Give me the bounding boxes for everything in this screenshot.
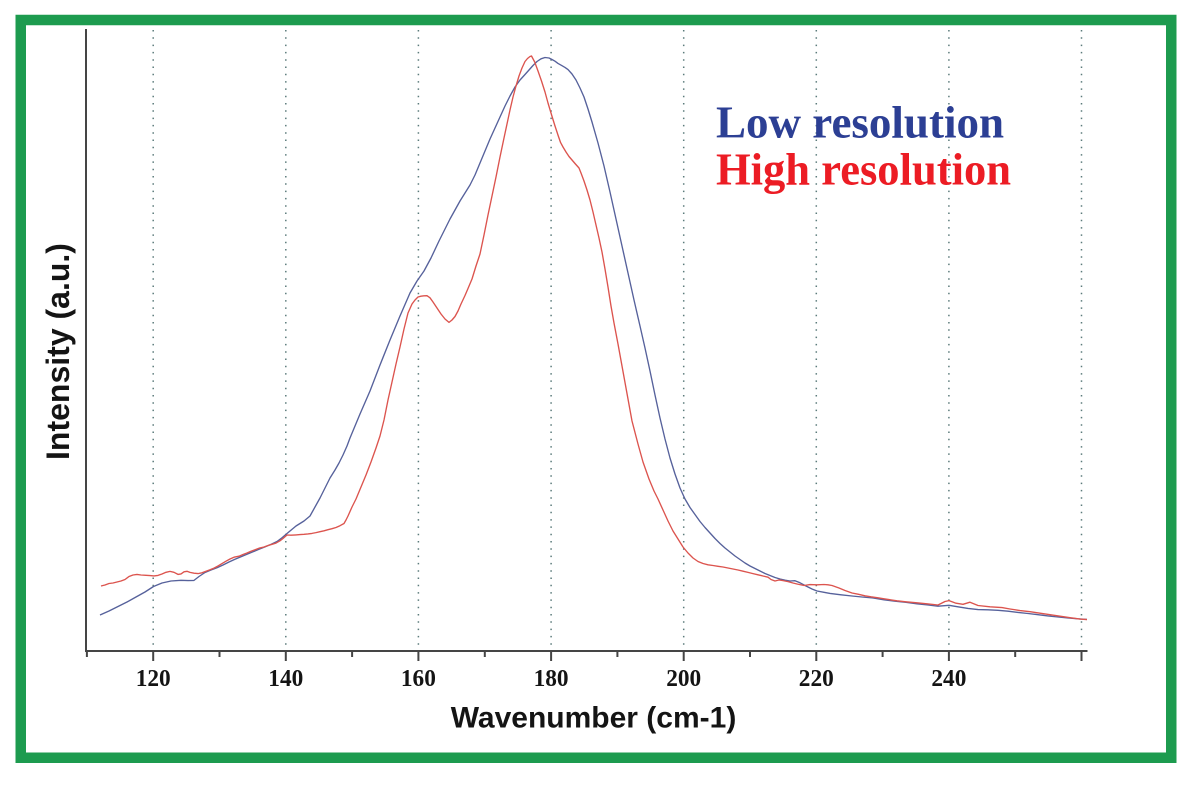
svg-text:240: 240 xyxy=(931,665,966,692)
svg-text:120: 120 xyxy=(136,665,171,692)
svg-text:140: 140 xyxy=(268,665,303,692)
svg-text:200: 200 xyxy=(666,665,701,692)
svg-text:Low resolution: Low resolution xyxy=(716,97,1004,148)
svg-text:Intensity (a.u.): Intensity (a.u.) xyxy=(40,243,76,460)
svg-text:220: 220 xyxy=(799,665,834,692)
svg-text:160: 160 xyxy=(401,665,436,692)
svg-text:Wavenumber (cm-1): Wavenumber (cm-1) xyxy=(451,702,737,735)
svg-text:180: 180 xyxy=(534,665,569,692)
svg-text:High resolution: High resolution xyxy=(716,144,1011,195)
